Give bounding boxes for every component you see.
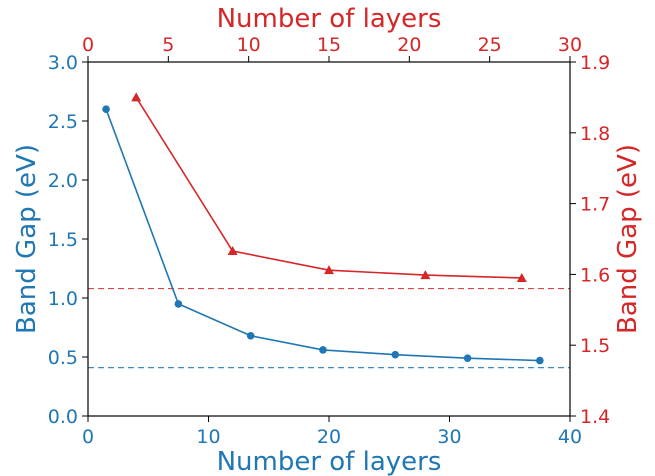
bottom-x-tick-label: 20 — [317, 426, 341, 448]
data-point — [463, 354, 472, 362]
right-y-axis-label: Band Gap (eV) — [613, 144, 643, 334]
bottom-x-axis: 0 10 20 30 40 — [82, 416, 582, 448]
top-x-tick-label: 5 — [162, 34, 174, 56]
series-layer — [102, 92, 544, 365]
bottom-x-tick-label: 40 — [558, 426, 582, 448]
data-point — [420, 270, 431, 280]
left-y-tick-label: 2.5 — [48, 111, 78, 133]
left-y-axis-label: Band Gap (eV) — [12, 144, 42, 334]
bottom-x-tick-label: 30 — [437, 426, 461, 448]
right-y-tick-label: 1.6 — [580, 264, 610, 286]
data-point — [391, 350, 400, 359]
plot-frame — [87, 61, 571, 417]
data-point — [536, 356, 544, 365]
data-point — [324, 265, 334, 275]
left-y-tick-label: 3.0 — [48, 52, 78, 74]
right-y-axis: 1.4 1.5 1.6 1.7 1.8 1.9 — [570, 52, 610, 428]
series-line-top-right — [135, 96, 522, 279]
right-y-tick-label: 1.8 — [580, 123, 610, 145]
left-y-tick-label: 0.5 — [48, 347, 78, 369]
right-y-tick-label: 1.9 — [580, 52, 610, 74]
data-point — [319, 346, 327, 354]
series-line-bottom-left — [105, 108, 540, 362]
data-point — [131, 92, 142, 102]
left-y-tick-label: 0.0 — [48, 406, 78, 428]
data-point — [227, 246, 238, 256]
data-point — [174, 300, 183, 308]
top-x-axis: 0 5 10 15 20 25 30 — [82, 34, 582, 62]
left-y-tick-label: 1.5 — [48, 229, 78, 251]
reference-lines — [88, 287, 570, 369]
top-x-tick-label: 10 — [237, 34, 261, 56]
bottom-x-axis-label: Number of layers — [217, 447, 442, 476]
right-y-tick-label: 1.7 — [580, 194, 610, 216]
top-x-axis-label: Number of layers — [217, 4, 442, 34]
left-y-tick-label: 1.0 — [48, 288, 78, 310]
data-point — [246, 331, 255, 340]
data-point — [102, 105, 110, 113]
right-y-tick-label: 1.4 — [580, 406, 610, 428]
top-x-tick-label: 15 — [317, 34, 341, 56]
data-point — [516, 272, 527, 282]
bottom-x-tick-label: 0 — [82, 426, 94, 448]
top-x-tick-label: 20 — [397, 34, 421, 56]
left-y-tick-label: 2.0 — [48, 170, 78, 192]
right-y-tick-label: 1.5 — [580, 335, 610, 357]
top-x-tick-label: 30 — [558, 34, 582, 56]
bottom-x-tick-label: 10 — [196, 426, 220, 448]
top-x-tick-label: 0 — [82, 34, 94, 56]
left-y-axis: 0.0 0.5 1.0 1.5 2.0 2.5 3.0 — [48, 52, 88, 428]
top-x-tick-label: 25 — [478, 34, 502, 56]
